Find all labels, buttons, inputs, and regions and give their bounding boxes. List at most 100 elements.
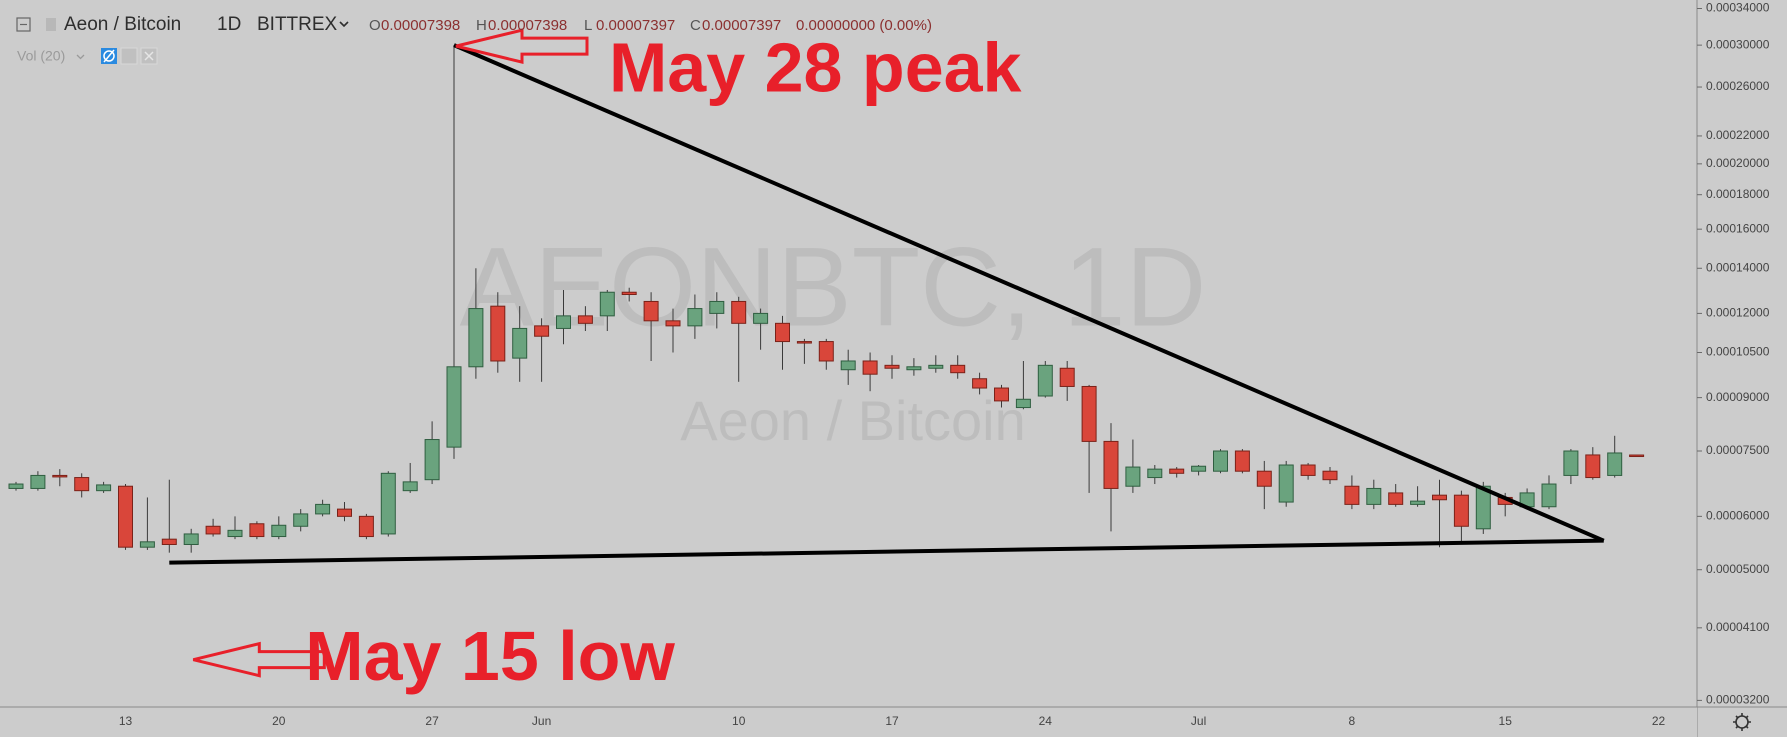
y-tick-label: 0.00004100 [1706, 620, 1770, 634]
arrow [192, 641, 326, 678]
x-tick-label: 24 [1039, 714, 1053, 728]
x-tick-label: 20 [272, 714, 286, 728]
remove-icon [144, 51, 154, 61]
candle-body [1256, 470, 1272, 487]
candle-body [8, 483, 24, 489]
candle-body [52, 474, 68, 478]
candle-body [249, 523, 265, 538]
time-axis [0, 707, 1697, 737]
candle-body [928, 364, 944, 369]
y-tick-label: 0.00020000 [1706, 156, 1770, 170]
candle-body [818, 341, 834, 362]
y-tick-label: 0.00009000 [1706, 390, 1770, 404]
x-tick-label: Jun [532, 714, 551, 728]
interval[interactable]: 1D [217, 14, 241, 35]
candle-body [1081, 385, 1097, 442]
candle-body [380, 472, 396, 535]
ohlc-label: L [584, 17, 592, 34]
candle-body [1037, 364, 1053, 397]
ohlc-value: 0.00007398 [381, 17, 460, 34]
candle-body [1234, 450, 1250, 472]
settings-button[interactable] [120, 47, 138, 65]
candle-body [512, 327, 528, 359]
candle-body [315, 503, 331, 515]
candle-body [621, 291, 637, 296]
candle-body [753, 312, 769, 324]
candle-body [1344, 485, 1360, 505]
y-tick-label: 0.00022000 [1706, 128, 1770, 142]
candle-body [1388, 492, 1404, 505]
candle-body [731, 300, 747, 324]
candle-body [1585, 454, 1601, 479]
candle-body [227, 529, 243, 538]
candle-body [446, 366, 462, 448]
candle-body [1607, 452, 1623, 476]
y-tick-label: 0.00006000 [1706, 509, 1770, 523]
collapse-button[interactable] [16, 17, 31, 32]
candle-body [884, 364, 900, 369]
symbol-dropdown[interactable] [339, 21, 349, 28]
candle-body [1322, 470, 1338, 481]
exchange[interactable]: BITTREX [257, 14, 338, 35]
symbol-icon [46, 18, 56, 31]
candle-body [556, 315, 571, 329]
candle-body [862, 360, 878, 375]
settings-gear[interactable] [1733, 713, 1751, 731]
candle-body [972, 378, 988, 389]
candle-body [96, 484, 112, 492]
x-tick-label: 22 [1652, 714, 1666, 728]
candle-body [950, 364, 966, 374]
y-tick-label: 0.00018000 [1706, 187, 1770, 201]
x-tick-label: 10 [732, 714, 746, 728]
y-tick-label: 0.00007500 [1706, 443, 1770, 457]
symbol[interactable]: Aeon / Bitcoin [64, 14, 181, 35]
y-tick-label: 0.00026000 [1706, 79, 1770, 93]
y-tick-label: 0.00005000 [1706, 562, 1770, 576]
ohlc-label: C [690, 17, 701, 34]
ohlc-label: H [476, 17, 487, 34]
x-tick-label: Jul [1191, 714, 1206, 728]
trend-line [169, 538, 1604, 565]
candle-body [534, 325, 550, 337]
candle-body [1366, 487, 1382, 505]
candle-body [1563, 450, 1579, 476]
candle-body [994, 387, 1009, 402]
candle-body [118, 485, 133, 548]
candle-body [205, 525, 221, 535]
candle-body [1300, 464, 1316, 476]
candle-body [337, 508, 352, 517]
candle-body [490, 305, 506, 362]
candle-body [840, 360, 856, 371]
candle-body [1453, 494, 1469, 527]
candle-body [906, 366, 922, 371]
candle-body [599, 291, 615, 317]
candle-body [577, 315, 593, 324]
candle-body [402, 481, 418, 492]
y-tick-label: 0.00010500 [1706, 345, 1770, 359]
candle-body [30, 474, 46, 489]
candle-body [643, 300, 659, 322]
axes: 0.00034000 0.00030000 0.00026000 0.00022000… [119, 1, 1770, 729]
candle-body [1015, 398, 1031, 409]
ohlc-value: 0.00007397 [702, 17, 781, 34]
indicator-dropdown[interactable] [76, 54, 85, 60]
candle-body [775, 322, 790, 343]
y-tick-label: 0.00034000 [1706, 1, 1770, 15]
arrow [455, 28, 589, 65]
y-tick-label: 0.00016000 [1706, 221, 1770, 235]
header: Aeon / Bitcoin 1D BITTREX O 0.00007398 H 0.… [16, 14, 932, 65]
ohlc-value: 0.00007397 [596, 17, 675, 34]
candle-body [468, 308, 484, 368]
change: 0.00000000 (0.00%) [796, 17, 932, 34]
candle-body [1541, 483, 1557, 508]
visibility-slash [103, 49, 115, 63]
visibility-icon [103, 50, 115, 62]
candle-body [1278, 464, 1294, 503]
watermark-subtitle: Aeon / Bitcoin [680, 389, 1026, 452]
candle-body [687, 308, 703, 327]
indicator[interactable]: Vol (20) [17, 48, 65, 64]
candle-body [1475, 485, 1491, 530]
candle-body [183, 533, 199, 545]
candle-body [139, 541, 155, 548]
